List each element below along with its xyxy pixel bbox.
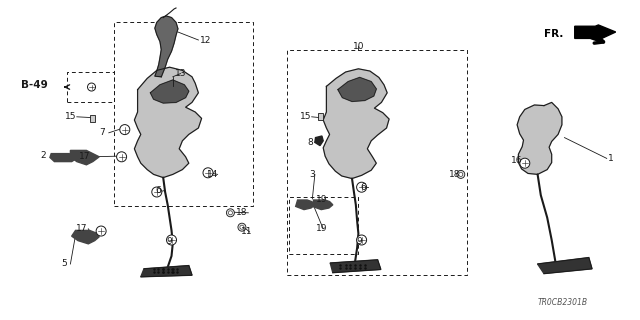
Text: 14: 14 bbox=[207, 170, 218, 179]
Text: 2: 2 bbox=[41, 151, 46, 160]
Polygon shape bbox=[517, 102, 562, 174]
Circle shape bbox=[96, 226, 106, 236]
Text: 6: 6 bbox=[156, 186, 161, 195]
Circle shape bbox=[356, 235, 367, 245]
Text: 18: 18 bbox=[449, 170, 460, 179]
Polygon shape bbox=[323, 69, 389, 179]
Text: 1: 1 bbox=[609, 154, 614, 163]
Polygon shape bbox=[141, 266, 192, 277]
Polygon shape bbox=[338, 77, 376, 101]
Text: 15: 15 bbox=[300, 112, 311, 121]
Polygon shape bbox=[330, 260, 381, 273]
Circle shape bbox=[88, 83, 95, 91]
Text: 6: 6 bbox=[361, 183, 366, 192]
Text: 19: 19 bbox=[316, 196, 327, 204]
Circle shape bbox=[240, 225, 244, 229]
Text: 7: 7 bbox=[100, 128, 105, 137]
Text: 10: 10 bbox=[353, 42, 364, 51]
Text: TR0CB2301B: TR0CB2301B bbox=[538, 298, 588, 307]
Text: 16: 16 bbox=[511, 156, 523, 164]
Polygon shape bbox=[50, 154, 77, 162]
Polygon shape bbox=[296, 200, 315, 210]
Text: B-49: B-49 bbox=[21, 80, 48, 90]
Polygon shape bbox=[538, 258, 592, 274]
Text: 12: 12 bbox=[200, 36, 212, 44]
Text: 5: 5 bbox=[61, 260, 67, 268]
Circle shape bbox=[238, 223, 246, 231]
Text: 3: 3 bbox=[310, 170, 315, 179]
Circle shape bbox=[520, 158, 530, 168]
Circle shape bbox=[203, 168, 213, 178]
Circle shape bbox=[152, 187, 162, 197]
Circle shape bbox=[166, 235, 177, 245]
Text: 17: 17 bbox=[76, 224, 88, 233]
Circle shape bbox=[228, 211, 232, 215]
Text: 15: 15 bbox=[65, 112, 76, 121]
Polygon shape bbox=[575, 25, 616, 40]
Text: 18: 18 bbox=[236, 208, 248, 217]
Polygon shape bbox=[155, 16, 178, 77]
Circle shape bbox=[120, 124, 130, 135]
Bar bbox=[317, 113, 323, 120]
Circle shape bbox=[356, 182, 367, 192]
Text: 11: 11 bbox=[241, 228, 252, 236]
Circle shape bbox=[457, 171, 465, 179]
Text: 17: 17 bbox=[79, 152, 90, 161]
Polygon shape bbox=[150, 80, 189, 103]
Text: 13: 13 bbox=[175, 69, 186, 78]
Text: 19: 19 bbox=[316, 224, 327, 233]
Text: 8: 8 bbox=[308, 138, 313, 147]
Polygon shape bbox=[134, 67, 202, 178]
Polygon shape bbox=[70, 150, 99, 165]
Circle shape bbox=[116, 152, 127, 162]
Text: 9: 9 bbox=[357, 237, 362, 246]
Text: 9: 9 bbox=[167, 237, 172, 246]
Polygon shape bbox=[72, 230, 99, 244]
Circle shape bbox=[227, 209, 234, 217]
Polygon shape bbox=[312, 200, 333, 210]
Bar bbox=[90, 115, 95, 122]
Text: FR.: FR. bbox=[544, 28, 563, 39]
Polygon shape bbox=[315, 136, 323, 146]
Circle shape bbox=[459, 172, 463, 176]
